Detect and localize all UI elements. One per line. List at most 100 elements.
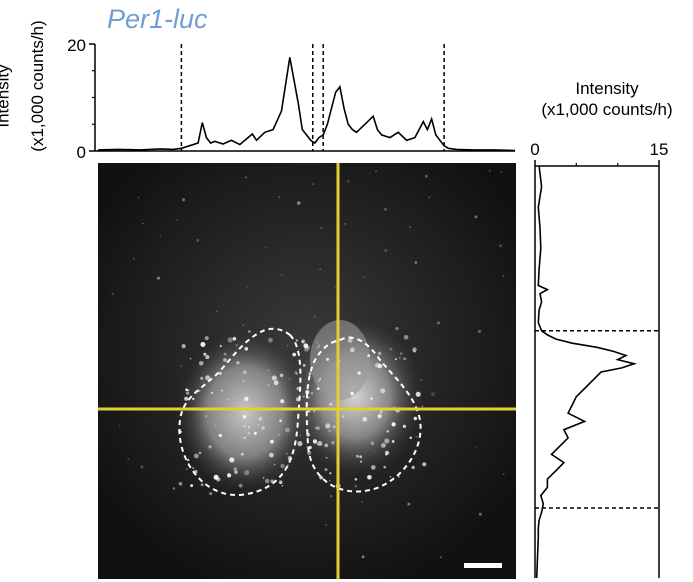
image-speckle <box>242 324 245 327</box>
image-speckle <box>350 391 354 396</box>
image-speckle <box>415 391 421 397</box>
image-speckle <box>200 342 206 347</box>
image-speckle <box>269 452 274 458</box>
image-speckle <box>307 396 310 399</box>
image-speckle <box>279 419 282 423</box>
image-speckle <box>318 344 321 347</box>
image-speckle <box>140 465 144 469</box>
image-speckle <box>268 337 273 343</box>
image-speckle <box>428 196 431 199</box>
image-speckle <box>210 391 214 394</box>
image-speckle <box>253 431 257 435</box>
image-speckle <box>413 416 417 421</box>
image-speckle <box>281 484 284 487</box>
image-speckle <box>215 310 218 313</box>
right-title-line2: (x1,000 counts/h) <box>541 100 673 119</box>
image-speckle <box>303 343 309 349</box>
top-profile-plot: 20 0 <box>67 36 516 162</box>
image-speckle <box>205 375 211 381</box>
image-speckle <box>192 467 195 470</box>
image-speckle <box>361 555 365 559</box>
image-speckle <box>344 223 347 225</box>
image-speckle <box>400 352 403 355</box>
image-speckle <box>377 351 382 356</box>
image-speckle <box>359 455 363 459</box>
image-speckle <box>186 391 190 395</box>
image-speckle <box>244 396 249 402</box>
image-speckle <box>362 276 365 279</box>
image-speckle <box>330 494 333 498</box>
image-speckle <box>271 375 277 381</box>
image-speckle <box>329 472 332 475</box>
image-speckle <box>316 341 318 344</box>
image-speckle <box>246 286 248 288</box>
image-speckle <box>370 441 375 446</box>
image-speckle <box>316 443 319 445</box>
image-speckle <box>297 201 301 205</box>
microscopy-image <box>98 163 516 579</box>
image-speckle <box>391 422 396 427</box>
image-speckle <box>439 556 442 559</box>
image-speckle <box>353 385 355 387</box>
image-speckle <box>422 462 427 467</box>
image-speckle <box>286 464 289 467</box>
image-speckle <box>204 336 209 341</box>
image-speckle <box>233 467 238 471</box>
image-speckle <box>172 487 176 490</box>
image-speckle <box>371 465 376 470</box>
image-speckle <box>312 183 315 186</box>
image-speckle <box>223 358 227 362</box>
image-speckle <box>409 226 411 229</box>
image-speckle <box>308 445 312 450</box>
image-speckle <box>261 426 265 430</box>
image-speckle <box>267 384 270 387</box>
image-speckle <box>347 179 350 183</box>
image-speckle <box>190 484 194 488</box>
image-speckle <box>356 454 359 458</box>
image-speckle <box>325 456 328 459</box>
image-speckle <box>196 238 200 242</box>
image-speckle <box>185 468 188 470</box>
image-speckle <box>295 373 298 375</box>
top-ytick-label: 0 <box>77 143 86 162</box>
image-speckle <box>310 392 314 395</box>
image-speckle <box>317 441 323 446</box>
image-speckle <box>398 357 401 359</box>
image-speckle <box>478 512 482 516</box>
image-speckle <box>350 347 355 353</box>
image-speckle <box>395 327 399 331</box>
image-speckle <box>258 417 263 421</box>
image-speckle <box>367 475 372 480</box>
image-speckle <box>238 483 243 488</box>
image-speckle <box>142 222 144 225</box>
image-speckle <box>325 524 327 526</box>
image-speckle <box>280 463 285 469</box>
image-speckle <box>267 369 270 372</box>
image-speckle <box>218 371 222 375</box>
image-speckle <box>302 364 306 367</box>
image-speckle <box>295 339 298 342</box>
image-speckle <box>380 388 386 394</box>
image-speckle <box>360 460 362 463</box>
image-speckle <box>281 274 283 276</box>
image-speckle <box>475 447 477 449</box>
image-speckle <box>319 268 322 271</box>
image-speckle <box>384 249 388 253</box>
image-speckle <box>474 215 478 219</box>
image-speckle <box>324 468 328 472</box>
image-speckle <box>369 172 371 174</box>
image-speckle <box>324 443 329 448</box>
image-speckle <box>381 443 386 448</box>
image-speckle <box>334 286 337 288</box>
image-speckle <box>300 435 302 437</box>
image-speckle <box>214 425 216 427</box>
image-speckle <box>362 416 368 422</box>
image-speckle <box>384 207 387 211</box>
image-speckle <box>347 338 353 343</box>
image-speckle <box>279 481 283 485</box>
image-speckle <box>203 352 207 356</box>
image-speckle <box>221 389 224 392</box>
image-speckle <box>280 399 285 404</box>
image-speckle <box>301 339 306 344</box>
image-speckle <box>274 464 276 466</box>
